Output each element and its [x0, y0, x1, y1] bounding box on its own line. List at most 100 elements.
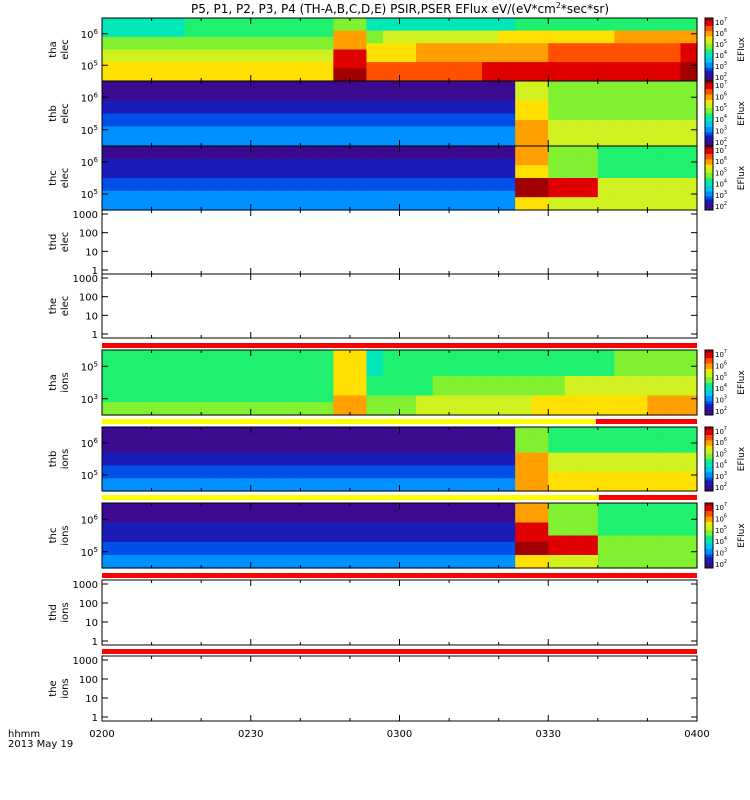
panel-frame: [101, 579, 698, 646]
spectrogram-cell: [482, 427, 500, 434]
spectrogram-cell: [498, 87, 516, 95]
spectrogram-cell: [151, 350, 169, 358]
spectrogram-cell: [300, 139, 318, 147]
spectrogram-cell: [300, 24, 318, 32]
spectrogram-cell: [680, 113, 698, 121]
spectrogram-cell: [515, 542, 533, 550]
spectrogram-cell: [333, 100, 351, 108]
spectrogram-cell: [416, 484, 434, 492]
title-text: P5, P1, P2, P3, P4 (TH-A,B,C,D,E) PSIR,P…: [190, 2, 556, 16]
spectrogram-cell: [614, 516, 632, 524]
spectrogram-cell: [515, 152, 533, 160]
spectrogram-cell: [432, 350, 450, 358]
spectrogram-cell: [630, 561, 649, 569]
spectrogram-cell: [680, 18, 698, 25]
spectrogram-cell: [663, 43, 682, 51]
spectrogram-cell: [316, 509, 334, 517]
spectrogram-cell: [465, 542, 483, 550]
spectrogram-cell: [217, 133, 235, 141]
spectrogram-cell: [515, 446, 533, 454]
spectrogram-cell: [548, 548, 566, 556]
spectrogram-cell: [267, 107, 285, 115]
spectrogram-cell: [382, 561, 401, 569]
spectrogram-cell: [333, 395, 351, 403]
spectrogram-cell: [680, 184, 698, 192]
spectrogram-cell: [300, 158, 318, 166]
spectrogram-cell: [663, 165, 682, 173]
spectrogram-cell: [300, 465, 318, 473]
spectrogram-cell: [168, 100, 186, 108]
spectrogram-cell: [300, 427, 318, 434]
spectrogram-cell: [630, 152, 649, 160]
spectrogram-cell: [581, 184, 599, 192]
spectrogram-cell: [382, 509, 401, 517]
spectrogram-cell: [102, 465, 120, 473]
colorbar-swatch: [705, 170, 713, 174]
spectrogram-cell: [349, 94, 368, 102]
spectrogram-cell: [416, 158, 434, 166]
spectrogram-cell: [465, 516, 483, 524]
spectrogram-cell: [333, 369, 351, 377]
spectrogram-cell: [366, 382, 384, 390]
spectrogram-cell: [680, 120, 698, 128]
spectrogram-cell: [102, 133, 120, 141]
spectrogram-cell: [564, 120, 582, 128]
colorbar-swatch: [705, 401, 713, 405]
spectrogram-cell: [333, 184, 351, 192]
spectrogram-cell: [267, 382, 285, 390]
spectrogram-cell: [135, 171, 153, 179]
colorbar-swatch: [705, 60, 713, 64]
spectrogram-cell: [333, 529, 351, 537]
spectrogram-cell: [416, 197, 434, 205]
spectrogram-cell: [449, 389, 467, 397]
spectrogram-cell: [135, 126, 153, 134]
spectrogram-cell: [564, 439, 582, 447]
colorbar-swatch: [705, 551, 713, 555]
spectrogram-cell: [300, 62, 318, 69]
colorbar-tick-label: 107: [715, 80, 727, 90]
spectrogram-cell: [234, 408, 252, 416]
spectrogram-cell: [680, 522, 698, 530]
spectrogram-cell: [333, 363, 351, 371]
spectrogram-cell: [316, 62, 334, 69]
spectrogram-cell: [366, 408, 384, 416]
spectrogram-cell: [102, 356, 120, 364]
spectrogram-cell: [267, 356, 285, 364]
spectrogram-cell: [316, 439, 334, 447]
spectrogram-cell: [416, 542, 434, 550]
spectrogram-cell: [482, 555, 500, 563]
spectrogram-cell: [597, 100, 615, 108]
spectrogram-cell: [399, 87, 417, 95]
spectrogram-cell: [201, 363, 219, 371]
spectrogram-cell: [399, 459, 417, 466]
spectrogram-cell: [449, 350, 467, 358]
spectrogram-cell: [630, 68, 649, 76]
spectrogram-cell: [630, 139, 649, 147]
spectrogram-cell: [283, 36, 301, 44]
spectrogram-cell: [449, 478, 467, 486]
spectrogram-cell: [531, 395, 549, 403]
spectrogram-cell: [184, 478, 202, 486]
colorbar-swatch: [705, 432, 713, 436]
colorbar-tick-label: 105: [715, 372, 727, 382]
spectrogram-cell: [184, 184, 202, 192]
spectrogram-cell: [465, 529, 483, 537]
spectrogram-cell: [300, 81, 318, 89]
spectrogram-cell: [498, 471, 516, 479]
spectrogram-cell: [366, 376, 384, 384]
colorbar-swatch: [705, 99, 713, 104]
spectrogram-cell: [663, 395, 682, 403]
spectrogram-cell: [300, 484, 318, 492]
spectrogram-cell: [482, 133, 500, 141]
spectrogram-cell: [581, 81, 599, 89]
spectrogram-cell: [250, 190, 268, 198]
spectrogram-cell: [581, 465, 599, 473]
spectrogram-cell: [564, 178, 582, 185]
spectrogram-cell: [250, 120, 268, 128]
spectrogram-cell: [349, 484, 368, 492]
spectrogram-cell: [316, 471, 334, 479]
spectrogram-cell: [531, 350, 549, 358]
spectrogram-cell: [399, 178, 417, 185]
spectrogram-cell: [647, 369, 665, 377]
spectrogram-cell: [184, 178, 202, 185]
